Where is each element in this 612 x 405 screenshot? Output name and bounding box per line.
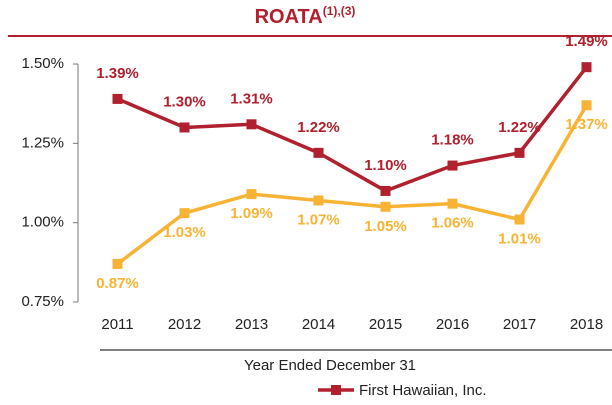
point-marker — [380, 185, 391, 196]
point-marker — [313, 147, 324, 158]
data-label: 1.31% — [230, 90, 273, 107]
point-marker — [112, 93, 123, 104]
y-tick-label: 1.00% — [21, 214, 64, 231]
point-marker — [179, 122, 190, 133]
point-marker — [447, 160, 458, 171]
y-tick-label: 0.75% — [21, 293, 64, 310]
point-marker — [112, 258, 123, 269]
data-label: 1.03% — [163, 224, 206, 241]
x-tick-label: 2017 — [503, 316, 536, 333]
point-marker — [313, 195, 324, 206]
point-marker — [514, 147, 525, 158]
point-marker — [581, 62, 592, 73]
point-marker — [447, 198, 458, 209]
point-marker — [581, 100, 592, 111]
point-marker — [246, 189, 257, 200]
data-label: 1.10% — [364, 157, 407, 174]
chart-title: ROATA(1),(3) — [255, 4, 356, 28]
x-tick-label: 2018 — [570, 316, 603, 333]
series-line — [116, 104, 589, 266]
data-label: 1.07% — [297, 211, 340, 228]
data-label: 1.22% — [498, 119, 541, 136]
data-label: 1.39% — [96, 65, 139, 82]
data-label: 1.06% — [431, 215, 474, 232]
data-label: 0.87% — [96, 275, 139, 292]
point-marker — [380, 201, 391, 212]
point-marker — [514, 214, 525, 225]
title-main: ROATA — [255, 6, 323, 28]
series-line — [116, 66, 588, 193]
data-label: 1.22% — [297, 119, 340, 136]
data-label: 1.09% — [230, 205, 273, 222]
data-label: 1.37% — [565, 116, 608, 133]
x-tick-label: 2016 — [436, 316, 469, 333]
title-superscript: (1),(3) — [323, 4, 356, 18]
y-tick-label: 1.25% — [21, 134, 64, 151]
point-marker — [179, 208, 190, 219]
y-tick-label: 1.50% — [21, 55, 64, 72]
x-axis-label: Year Ended December 31 — [244, 357, 416, 374]
x-tick-label: 2014 — [302, 316, 335, 333]
point-marker — [246, 119, 257, 130]
x-tick-label: 2012 — [168, 316, 201, 333]
data-label: 1.01% — [498, 230, 541, 247]
data-label: 1.18% — [431, 132, 474, 149]
legend-marker — [331, 385, 341, 395]
data-label: 1.05% — [364, 218, 407, 235]
x-tick-label: 2011 — [101, 316, 133, 333]
legend-label: First Hawaiian, Inc. — [359, 382, 487, 399]
x-tick-label: 2013 — [235, 316, 268, 333]
x-tick-label: 2015 — [369, 316, 402, 333]
data-label: 1.30% — [163, 93, 206, 110]
data-label: 1.49% — [565, 33, 608, 50]
